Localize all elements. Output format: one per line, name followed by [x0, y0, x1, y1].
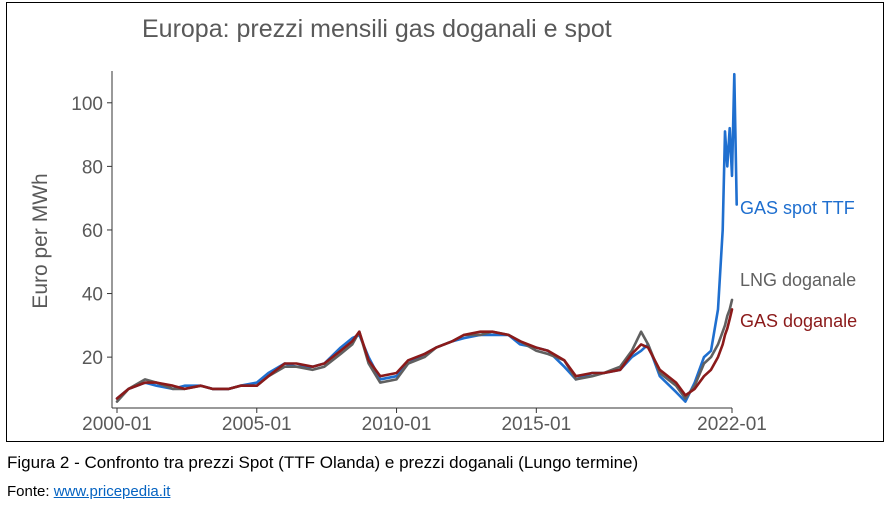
chart: Europa: prezzi mensili gas doganali e sp… [29, 15, 857, 435]
figure-frame: Europa: prezzi mensili gas doganali e sp… [6, 2, 884, 442]
y-tick-label: 40 [82, 285, 103, 306]
source-link[interactable]: www.pricepedia.it [53, 483, 171, 500]
chart-title: Europa: prezzi mensili gas doganali e sp… [142, 15, 612, 43]
source-line: Fonte: www.pricepedia.it [7, 483, 170, 500]
y-tick-label: 100 [71, 94, 103, 115]
y-axis-label: Euro per MWh [29, 173, 52, 308]
series-line-gas-doganale [115, 308, 734, 400]
source-prefix: Fonte: [7, 483, 54, 500]
y-tick-label: 80 [82, 157, 103, 178]
figure-caption: Figura 2 - Confronto tra prezzi Spot (TT… [7, 453, 639, 472]
series-label-lng-doganale: LNG doganale [740, 270, 856, 290]
x-tick-label: 2015-01 [501, 414, 571, 435]
series-label-gas-doganale: GAS doganale [740, 311, 857, 331]
x-tick-label: 2000-01 [82, 414, 152, 435]
x-tick-label: 2010-01 [362, 414, 432, 435]
y-tick-label: 20 [82, 348, 103, 369]
y-tick-label: 60 [82, 221, 103, 242]
x-tick-label: 2005-01 [222, 414, 292, 435]
x-tick-label: 2022-01 [697, 414, 767, 435]
series-label-gas-spot-ttf: GAS spot TTF [740, 198, 855, 218]
